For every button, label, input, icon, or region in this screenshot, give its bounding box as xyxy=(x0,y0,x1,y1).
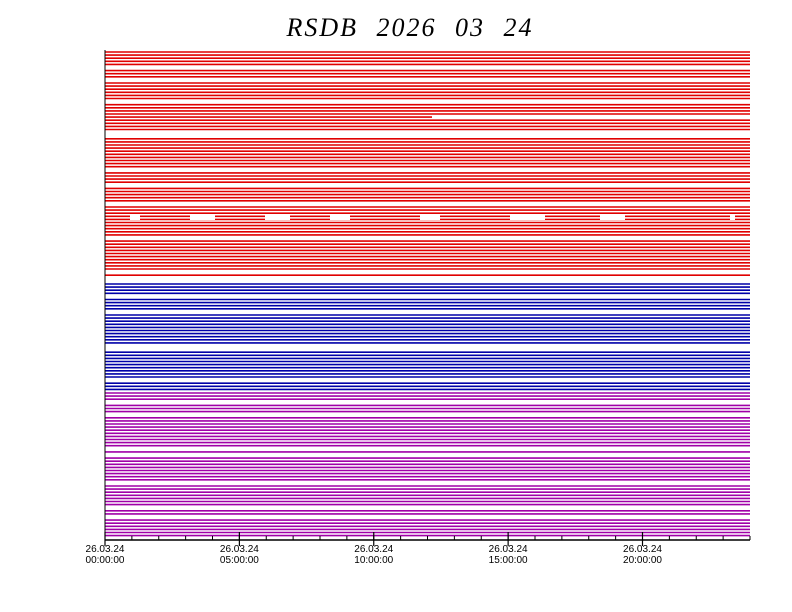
data-gap xyxy=(510,215,545,220)
x-tick-label: 26.03.24 05:00:00 xyxy=(220,544,259,566)
x-tick-label: 26.03.24 10:00:00 xyxy=(354,544,393,566)
data-gap xyxy=(130,215,140,220)
data-gap xyxy=(600,215,625,220)
chart-title: RSDB 2026 03 24 xyxy=(285,13,533,42)
x-tick-label: 26.03.24 00:00:00 xyxy=(86,544,125,566)
data-gap xyxy=(190,215,215,220)
data-gap xyxy=(730,215,735,220)
data-gap xyxy=(265,215,290,220)
data-gap xyxy=(330,215,350,220)
x-tick-label: 26.03.24 15:00:00 xyxy=(489,544,528,566)
x-tick-label: 26.03.24 20:00:00 xyxy=(623,544,662,566)
data-rows xyxy=(105,51,750,537)
data-gap xyxy=(420,215,440,220)
data-gap xyxy=(432,115,750,119)
